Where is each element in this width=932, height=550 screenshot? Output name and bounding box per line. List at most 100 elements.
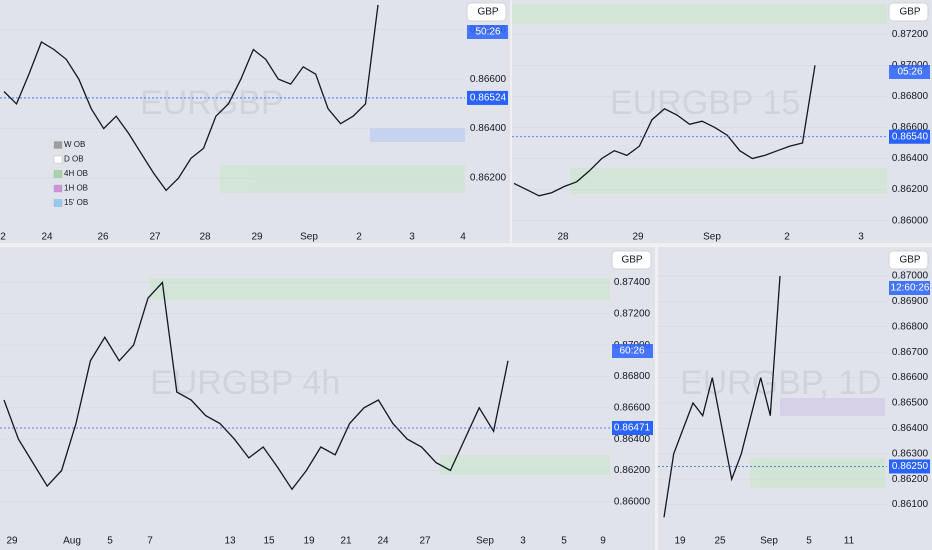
price-tag	[889, 129, 930, 144]
price-tag-label: 0.86524	[470, 93, 507, 104]
y-tick-label: 0.86800	[614, 371, 651, 382]
x-tick-label: Sep	[760, 536, 778, 547]
x-tick-label: 28	[199, 232, 211, 243]
y-tick-label: 0.86400	[470, 123, 507, 134]
y-tick-label: 0.86600	[614, 402, 651, 413]
x-tick-label: 4	[460, 232, 466, 243]
currency-label: GBP	[621, 255, 642, 266]
price-tag	[889, 459, 930, 474]
countdown-label: 50:26	[475, 27, 500, 38]
y-tick-label: 0.86200	[470, 173, 507, 184]
x-tick-label: 24	[41, 232, 53, 243]
x-tick-label: 28	[557, 232, 569, 243]
price-tag-label: 0.86250	[892, 461, 929, 472]
y-tick-label: 0.86300	[892, 448, 929, 459]
panel	[0, 0, 510, 243]
x-tick-label: 2	[784, 232, 790, 243]
y-tick-label: 0.86000	[614, 496, 651, 507]
x-tick-label: 27	[149, 232, 161, 243]
y-tick-label: 0.86400	[614, 434, 651, 445]
x-tick-label: 5	[806, 536, 812, 547]
y-tick-label: 0.86600	[470, 74, 507, 85]
x-tick-label: 29	[632, 232, 644, 243]
price-tag	[467, 90, 508, 105]
price-tag	[612, 421, 653, 436]
currency-box	[888, 2, 929, 22]
countdown-tag	[889, 65, 930, 79]
x-tick-label: 3	[858, 232, 864, 243]
x-tick-label: 15	[263, 536, 275, 547]
currency-label: GBP	[899, 255, 920, 266]
price-line	[3, 4, 379, 192]
countdown-label: 60:26	[619, 346, 644, 357]
y-tick-label: 0.86000	[892, 215, 929, 226]
y-tick-label: 0.86400	[892, 423, 929, 434]
x-tick-label: 13	[224, 536, 236, 547]
y-tick-label: 0.86900	[892, 296, 929, 307]
price-line	[513, 65, 816, 197]
x-tick-label: Sep	[476, 536, 494, 547]
y-tick-label: 0.86800	[892, 91, 929, 102]
x-tick-label: 5	[107, 536, 113, 547]
x-tick-label: 9	[600, 536, 606, 547]
watermark: EURGBP	[140, 84, 284, 122]
watermark: EURGBP 4h	[150, 364, 340, 402]
x-tick-label: 24	[377, 536, 389, 547]
x-tick-label: 25	[714, 536, 726, 547]
price-line	[3, 281, 509, 491]
y-tick-label: 0.86600	[892, 372, 929, 383]
y-tick-label: 0.86600	[892, 122, 929, 133]
price-line	[663, 275, 781, 518]
legend-label: D OB	[64, 155, 84, 164]
y-tick-label: 0.86500	[892, 398, 929, 409]
y-tick-label: 0.86800	[892, 321, 929, 332]
countdown-label: 05:26	[897, 67, 922, 78]
countdown-tag	[889, 281, 930, 295]
currency-box	[611, 250, 652, 270]
x-tick-label: 11	[844, 536, 855, 547]
x-tick-label: 7	[147, 536, 153, 547]
currency-label: GBP	[477, 7, 498, 18]
x-tick-label: 19	[674, 536, 686, 547]
y-tick-label: 0.86700	[892, 347, 929, 358]
x-tick-label: 21	[340, 536, 352, 547]
price-tag-label: 0.86540	[892, 131, 929, 142]
currency-label: GBP	[899, 7, 920, 18]
watermark: EURGBP 15	[610, 84, 800, 122]
x-tick-label: Sep	[300, 232, 318, 243]
x-tick-label: 19	[303, 536, 315, 547]
countdown-label: 12:60:26	[891, 283, 930, 294]
price-tag-label: 0.86471	[614, 423, 651, 434]
y-tick-label: 0.86100	[892, 499, 929, 510]
legend-label: W OB	[64, 140, 85, 149]
x-tick-label: 3	[520, 536, 526, 547]
x-tick-label: 26	[97, 232, 109, 243]
currency-box	[888, 250, 929, 270]
watermark: EURGBP, 1D	[680, 364, 882, 402]
zones	[150, 4, 887, 488]
x-tick-label: 29	[251, 232, 263, 243]
legend-label: 15' OB	[64, 198, 88, 207]
x-tick-label: Sep	[703, 232, 721, 243]
y-tick-label: 0.86200	[892, 184, 929, 195]
x-tick-label: 3	[409, 232, 415, 243]
legend-swatch	[53, 170, 63, 178]
y-tick-label: 0.86200	[892, 474, 929, 485]
legend-swatch	[53, 155, 63, 164]
y-tick-label: 0.87400	[614, 277, 651, 288]
countdown-tag	[467, 25, 508, 39]
x-tick-label: 2	[0, 232, 6, 243]
panel	[512, 0, 932, 243]
legend-label: 4H OB	[64, 169, 88, 178]
legend-swatch	[53, 141, 63, 149]
y-tick-label: 0.86200	[614, 465, 651, 476]
legend-swatch	[53, 199, 63, 207]
y-tick-label: 0.87200	[614, 308, 651, 319]
legend-label: 1H OB	[64, 184, 88, 193]
y-tick-label: 0.86400	[892, 153, 929, 164]
legend-swatch	[53, 184, 63, 193]
x-tick-label: 29	[6, 536, 18, 547]
currency-box	[466, 2, 507, 22]
y-tick-label: 0.87000	[892, 271, 929, 282]
